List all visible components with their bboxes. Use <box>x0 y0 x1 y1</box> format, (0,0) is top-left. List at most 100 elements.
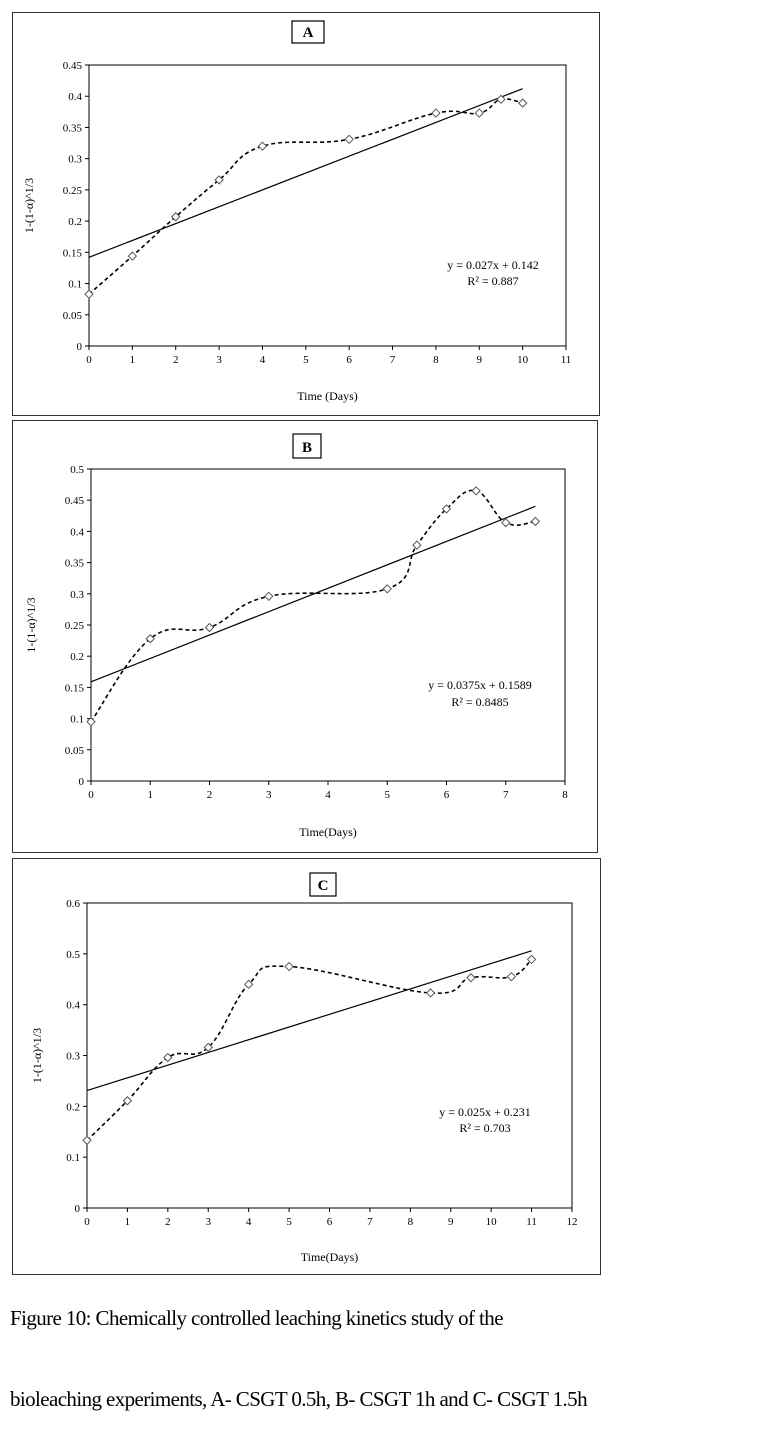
x-tick-label: 10 <box>486 1216 498 1228</box>
figure-caption-line-2: bioleaching experiments, A- CSGT 0.5h, B… <box>10 1387 588 1411</box>
data-point-marker <box>425 988 436 998</box>
trendline-equation: y = 0.027x + 0.142 <box>447 258 539 272</box>
data-point-marker <box>344 134 354 145</box>
x-tick-label: 4 <box>260 354 266 366</box>
chart-panel-b: B 0 0.05 0.1 0.15 0.2 0.25 0.3 0.35 0.4 0.45 0.5 0 1 2… <box>12 420 598 853</box>
data-point-marker <box>496 94 506 105</box>
y-tick-label: 0.1 <box>68 279 82 291</box>
trendline-equation: y = 0.0375x + 0.1589 <box>428 678 532 692</box>
y-tick-label: 0.35 <box>63 122 83 134</box>
data-point-marker <box>127 251 138 261</box>
chart-panel-a: A 0 0.05 0.1 0.15 0.2 0.25 0.3 0.35 0.4 0.45 0 1 2 3 4 5… <box>12 12 600 416</box>
linear-trendline <box>86 950 532 1092</box>
y-tick-label: 0.05 <box>65 745 85 757</box>
linear-trendline <box>88 88 523 258</box>
x-tick-label: 5 <box>286 1216 292 1228</box>
x-tick-label: 7 <box>503 789 509 801</box>
data-point-marker <box>171 212 181 222</box>
y-tick-label: 0.4 <box>68 91 82 103</box>
y-tick-label: 0.4 <box>70 526 84 538</box>
y-axis-label: 1-(1-α)^1/3 <box>30 1028 44 1083</box>
x-tick-label: 5 <box>385 789 391 801</box>
data-series-line <box>88 98 523 295</box>
x-tick-label: 3 <box>216 354 222 366</box>
chart-title: A <box>303 25 314 41</box>
data-point-marker <box>517 98 528 108</box>
y-tick-label: 0.15 <box>65 682 85 694</box>
chart-c-svg: C00.10.20.30.40.50.60 1 2 3 4 5 6 7 8 9 10 11 12Time… <box>30 872 578 1264</box>
figure-caption-line-1: Figure 10: Chemically controlled leachin… <box>10 1306 504 1330</box>
x-axis-label: Time(Days) <box>299 825 357 839</box>
trendline-r-squared: R² = 0.8485 <box>451 695 508 709</box>
y-tick-label: 0.1 <box>70 714 84 726</box>
y-tick-label: 0.25 <box>63 185 83 197</box>
trendline-r-squared: R² = 0.887 <box>467 274 518 288</box>
x-tick-label: 6 <box>346 354 352 366</box>
data-point-marker <box>264 591 274 602</box>
data-point-marker <box>530 516 541 527</box>
chart-a-svg: A 0 0.05 0.1 0.15 0.2 0.25 0.3 0.35 0.4 0.45 0 1 2 3 4 5… <box>22 20 572 403</box>
data-point-marker <box>145 634 155 644</box>
data-point-marker <box>284 961 294 972</box>
y-axis-label: 1-(1-α)^1/3 <box>24 597 38 652</box>
chart-title-box <box>292 433 322 459</box>
y-tick-label: 0.25 <box>65 620 85 632</box>
x-tick-label: 0 <box>88 789 94 801</box>
y-tick-label: 0.5 <box>66 949 80 961</box>
chart-title: B <box>302 440 312 456</box>
x-tick-label: 4 <box>325 789 331 801</box>
x-tick-label: 2 <box>173 354 179 366</box>
data-point-marker <box>412 540 422 550</box>
x-tick-label: 7 <box>367 1216 373 1228</box>
y-tick-label: 0.15 <box>63 247 83 259</box>
x-tick-label: 1 <box>125 1216 130 1228</box>
x-tick-label: 2 <box>165 1216 171 1228</box>
y-tick-label: 0.2 <box>68 216 82 228</box>
x-tick-label: 9 <box>477 354 483 366</box>
x-axis-label: Time (Days) <box>297 389 358 403</box>
x-tick-label: 2 <box>207 789 213 801</box>
data-point-marker <box>431 108 441 118</box>
chart-title: C <box>318 878 329 894</box>
y-axis-label: 1-(1-α)^1/3 <box>22 178 36 233</box>
data-point-marker <box>382 584 392 594</box>
y-tick-label: 0.3 <box>68 154 82 166</box>
data-point-marker <box>86 717 96 727</box>
y-tick-label: 0.1 <box>66 1152 80 1164</box>
data-point-marker <box>214 175 224 185</box>
x-tick-label: 12 <box>567 1216 578 1228</box>
x-tick-label: 6 <box>444 789 450 801</box>
x-tick-label: 1 <box>148 789 154 801</box>
chart-panel-c: C 0 0.1 0.2 0.3 0.4 0.5 0.6 0 1 2 3 4 5 6 7 8 9 10 11 12 Time… <box>12 858 601 1275</box>
x-tick-label: 0 <box>84 1216 90 1228</box>
y-tick-label: 0 <box>79 776 85 788</box>
data-point-marker <box>257 141 268 151</box>
data-point-marker <box>243 979 254 990</box>
y-tick-label: 0.2 <box>70 651 84 663</box>
x-tick-label: 3 <box>266 789 272 801</box>
chart-title-box <box>309 872 337 897</box>
x-axis-label: Time(Days) <box>301 1250 359 1264</box>
data-point-marker <box>204 622 215 633</box>
x-tick-label: 0 <box>86 354 92 366</box>
x-tick-label: 5 <box>303 354 309 366</box>
y-tick-label: 0.2 <box>66 1101 80 1113</box>
trendline-r-squared: R² = 0.703 <box>459 1121 510 1135</box>
trendline-equation: y = 0.025x + 0.231 <box>439 1105 531 1119</box>
data-point-marker <box>163 1052 173 1063</box>
x-tick-label: 9 <box>448 1216 454 1228</box>
plot-area <box>90 468 566 782</box>
y-tick-label: 0.45 <box>65 495 85 507</box>
x-tick-label: 6 <box>327 1216 333 1228</box>
data-point-marker <box>526 954 537 965</box>
y-tick-label: 0.5 <box>70 464 84 476</box>
data-point-marker <box>82 1135 92 1146</box>
data-point-marker <box>122 1096 133 1106</box>
data-point-marker <box>441 504 452 514</box>
x-tick-label: 1 <box>130 354 136 366</box>
data-point-marker <box>474 108 484 118</box>
y-tick-label: 0.3 <box>70 589 84 601</box>
x-tick-label: 11 <box>561 354 572 366</box>
chart-b-svg: B 0 0.05 0.1 0.15 0.2 0.25 0.3 0.35 0.4 0.45 0.5 0 1 2… <box>24 433 568 839</box>
x-tick-label: 4 <box>246 1216 252 1228</box>
